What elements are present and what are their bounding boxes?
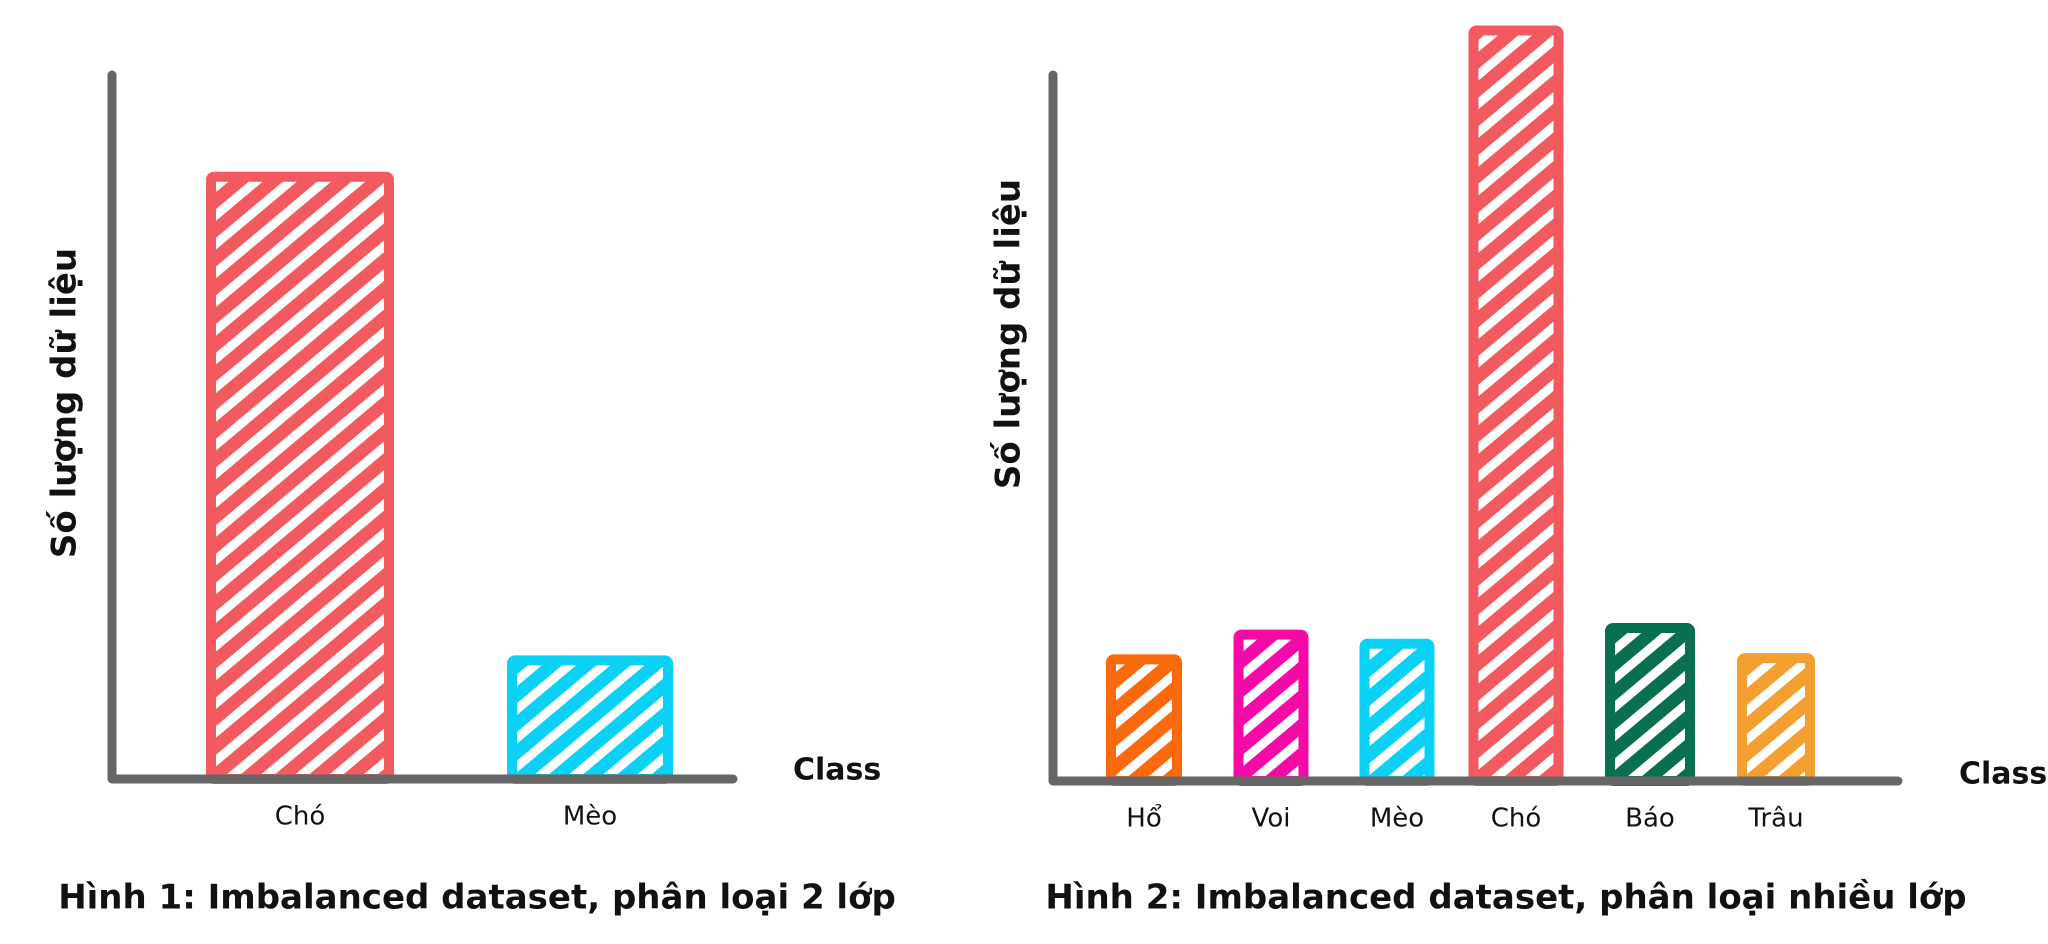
y-axis-label: Số lượng dữ liệu	[45, 248, 85, 558]
x-tick-label: Báo	[1625, 804, 1675, 834]
x-tick-label: Hổ	[1126, 803, 1162, 834]
bar	[507, 655, 673, 785]
bar	[1737, 653, 1815, 786]
axis	[1048, 70, 1903, 786]
x-tick-label: Mèo	[563, 802, 617, 832]
axis	[107, 70, 738, 784]
caption: Hình 1: Imbalanced dataset, phân loại 2 …	[58, 878, 896, 918]
x-tick-label: Chó	[275, 802, 326, 832]
x-tick-label: Chó	[1491, 804, 1542, 834]
bar	[1359, 638, 1435, 786]
y-axis-label: Số lượng dữ liệu	[989, 179, 1029, 489]
x-tick-label: Voi	[1252, 804, 1291, 834]
bar	[206, 171, 394, 784]
bar	[1233, 629, 1309, 786]
x-axis-label: Class	[793, 753, 881, 788]
x-tick-label: Trâu	[1747, 804, 1803, 834]
bar	[1106, 654, 1182, 787]
caption: Hình 2: Imbalanced dataset, phân loại nh…	[1045, 878, 1966, 918]
bar	[1468, 25, 1564, 786]
x-axis-label: Class	[1959, 757, 2047, 792]
x-tick-label: Mèo	[1370, 804, 1424, 834]
bar	[1605, 623, 1695, 786]
